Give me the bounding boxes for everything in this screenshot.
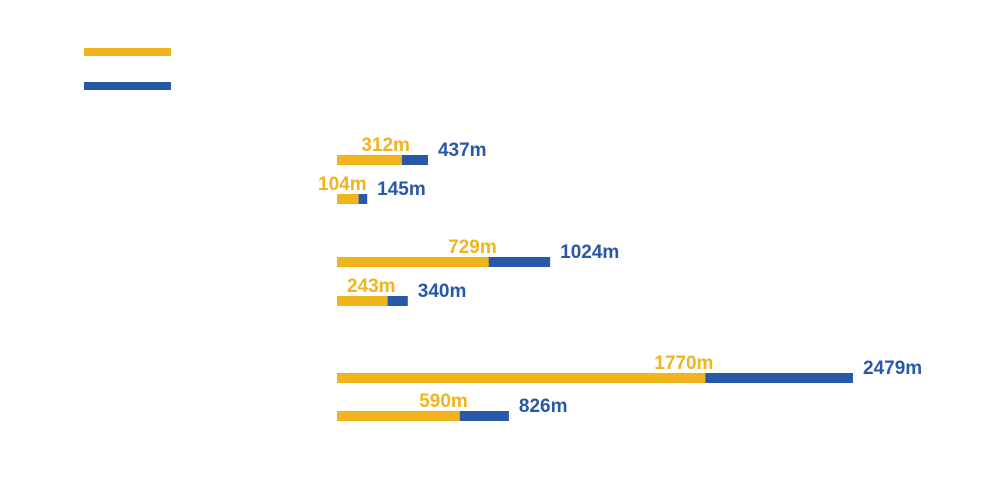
legend-swatch-2 <box>84 82 171 90</box>
label-b-g3-r2: 826m <box>519 396 568 417</box>
label-b-g3-r1: 2479m <box>863 358 922 379</box>
label-a-g3-r2: 590m <box>419 391 468 412</box>
label-b-g1-r1: 437m <box>438 140 487 161</box>
label-a-g2-r1: 729m <box>448 237 497 258</box>
label-b-g2-r2: 340m <box>418 281 467 302</box>
bars <box>337 155 853 421</box>
bar-a-g2-r2 <box>337 296 388 306</box>
label-b-g1-r2: 145m <box>377 179 426 200</box>
label-b-g2-r1: 1024m <box>560 242 619 263</box>
bar-a-g3-r1 <box>337 373 706 383</box>
label-a-g1-r2: 104m <box>318 174 367 195</box>
label-a-g3-r1: 1770m <box>654 353 713 374</box>
legend-swatch-1 <box>84 48 171 56</box>
bar-a-g3-r2 <box>337 411 460 421</box>
bar-a-g1-r2 <box>337 194 359 204</box>
bar-a-g1-r1 <box>337 155 402 165</box>
data-labels: 312m 437m 104m 145m 729m 1024m 243m 340m 1770m 24… <box>318 135 922 417</box>
label-a-g2-r2: 243m <box>347 276 396 297</box>
label-a-g1-r1: 312m <box>361 135 410 156</box>
legend <box>84 48 171 90</box>
bar-a-g2-r1 <box>337 257 489 267</box>
